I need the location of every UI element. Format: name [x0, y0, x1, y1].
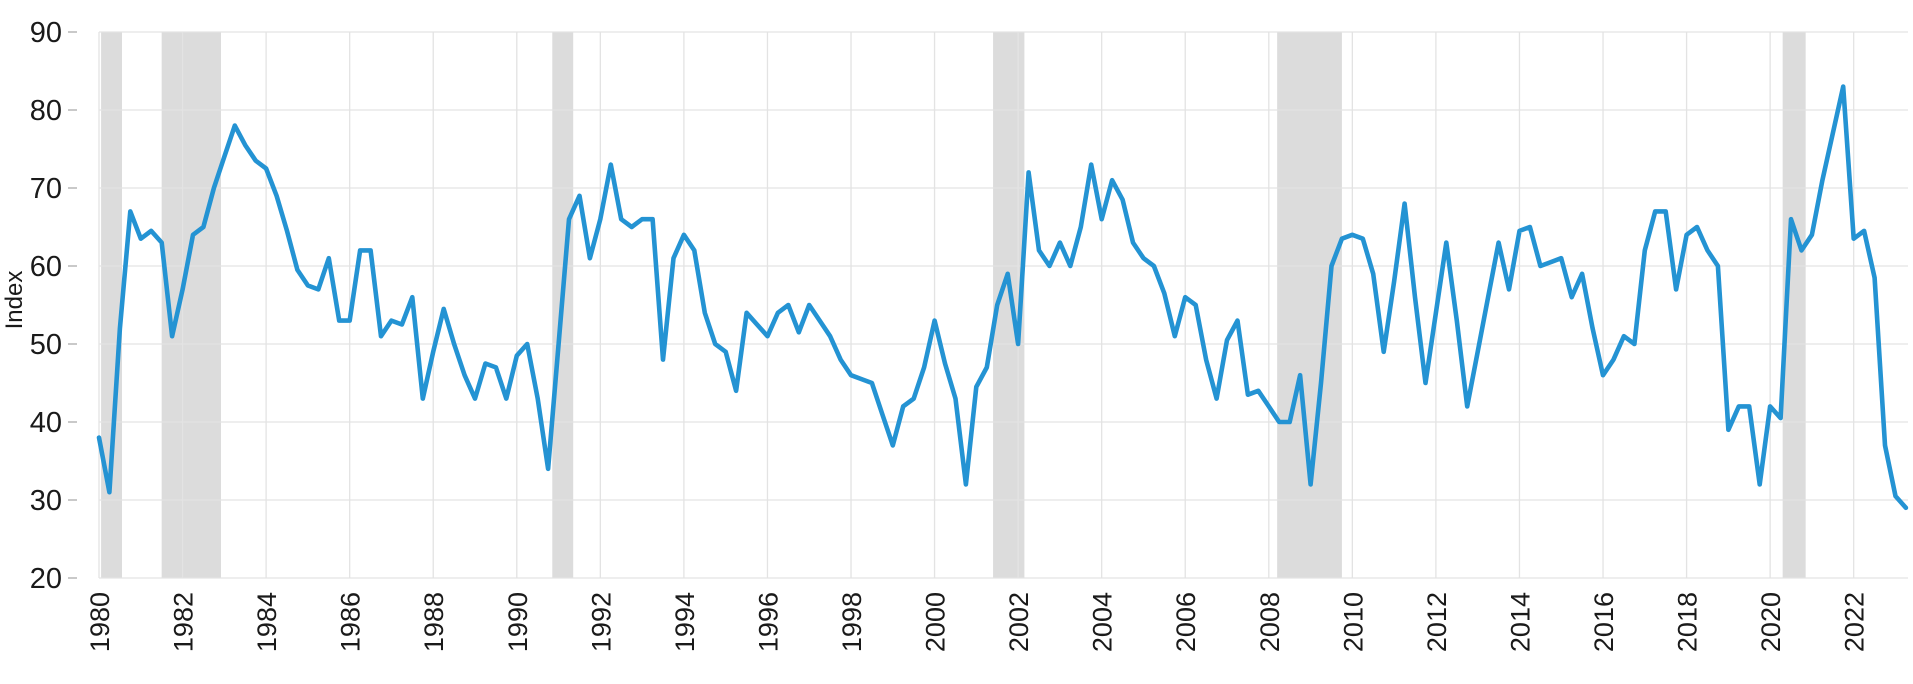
- y-tick-label: 80: [30, 95, 62, 127]
- x-tick-label: 2004: [1088, 592, 1118, 652]
- y-tick-label: 90: [30, 17, 62, 49]
- x-tick-label: 2002: [1004, 592, 1034, 652]
- x-tick-label: 2014: [1505, 592, 1535, 652]
- x-tick-label: 1988: [419, 592, 449, 652]
- data-series-group: [96, 84, 1909, 511]
- y-tick-label: 20: [30, 563, 62, 595]
- recession-band: [161, 32, 221, 578]
- x-tick-label: 2020: [1756, 592, 1786, 652]
- x-tick-label: 1996: [753, 592, 783, 652]
- x-tick-label: 2022: [1840, 592, 1870, 652]
- x-tick-label: 2010: [1338, 592, 1368, 652]
- x-tick-label: 1990: [503, 592, 533, 652]
- x-tick-label: 1998: [837, 592, 867, 652]
- gridlines-group: [98, 31, 1908, 579]
- x-tick-label: 2008: [1255, 592, 1285, 652]
- y-tick-label: 30: [30, 485, 62, 517]
- y-tick-label: 60: [30, 251, 62, 283]
- x-tick-label: 2018: [1673, 592, 1703, 652]
- recession-band: [101, 32, 122, 578]
- x-tick-label: 1982: [169, 592, 199, 652]
- x-tick-label: 2000: [921, 592, 951, 652]
- x-tick-label: 1994: [670, 592, 700, 652]
- recession-band: [1782, 32, 1806, 578]
- y-tick-label: 50: [30, 329, 62, 361]
- y-tick-label: 40: [30, 407, 62, 439]
- x-tick-label: 2016: [1589, 592, 1619, 652]
- x-tick-label: 2012: [1422, 592, 1452, 652]
- x-tick-label: 1986: [336, 592, 366, 652]
- y-axis-title: Index: [1, 271, 28, 330]
- axis-labels-group: 20 30 40 50 60 70 80 90 1980 1982 1984 1986 1988 1990…: [30, 17, 1870, 652]
- recession-bands-group: [101, 32, 1806, 578]
- tick-marks-group: [68, 31, 77, 579]
- recession-band: [1277, 32, 1342, 578]
- x-tick-label: 1992: [586, 592, 616, 652]
- x-tick-label: 2006: [1171, 592, 1201, 652]
- y-tick-label: 70: [30, 173, 62, 205]
- x-tick-label: 1980: [85, 592, 115, 652]
- x-tick-label: 1984: [252, 592, 282, 652]
- data-line-index: [96, 84, 1909, 511]
